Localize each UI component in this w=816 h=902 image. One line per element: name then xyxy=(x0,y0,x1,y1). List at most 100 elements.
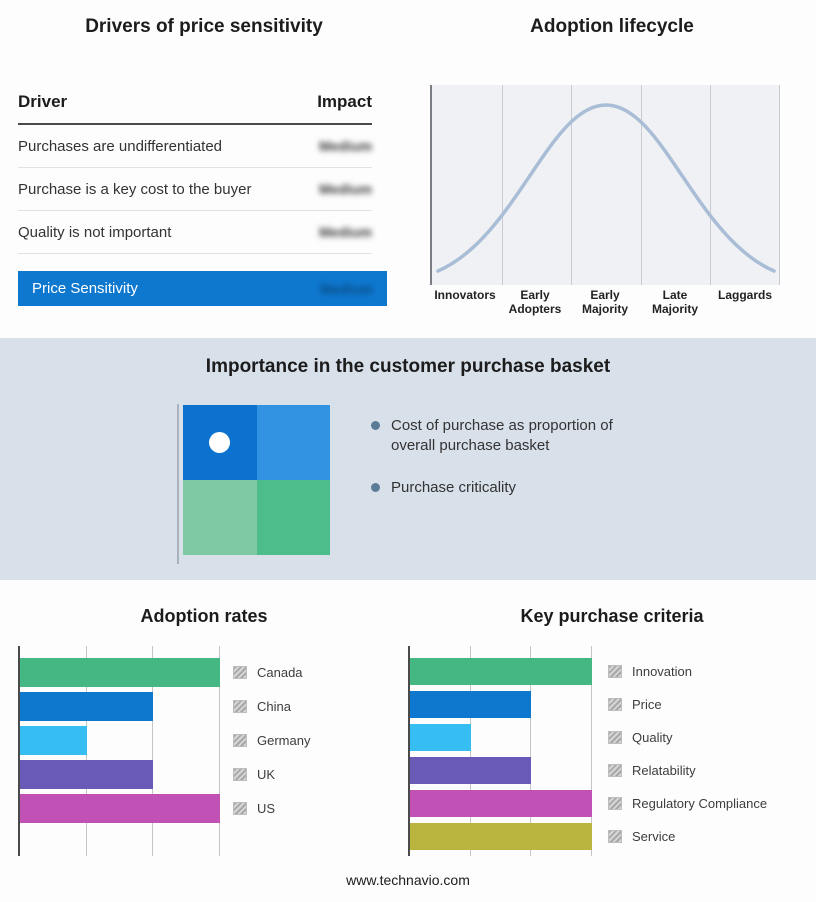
gridline xyxy=(530,646,532,856)
table-row: Purchases are undifferentiated Medium xyxy=(18,125,372,168)
position-dot xyxy=(209,432,231,453)
bar-innovation xyxy=(410,658,592,685)
bottom-section: Adoption rates Key purchase criteria Can… xyxy=(0,580,816,902)
legend-item: China xyxy=(233,689,310,723)
legend-label: Germany xyxy=(257,732,311,748)
driver-cell: Purchase is a key cost to the buyer xyxy=(18,180,252,198)
legend-item: UK xyxy=(233,757,310,791)
purchase-matrix xyxy=(183,405,330,555)
bullet-text: Cost of purchase as proportion of overal… xyxy=(391,417,613,455)
bar-row xyxy=(20,723,220,757)
legend-item: Relatability xyxy=(608,754,767,787)
bar-row xyxy=(20,689,220,723)
bar-plot xyxy=(408,646,592,856)
legend-item: Price xyxy=(608,688,767,721)
chart-legend: Innovation Price Quality Relatability Regula… xyxy=(608,655,767,853)
bar-china xyxy=(20,691,154,721)
column-header-impact: Impact xyxy=(317,92,372,111)
legend-label: US xyxy=(257,800,276,816)
legend-swatch-icon xyxy=(608,830,622,843)
bar-us xyxy=(20,793,220,823)
bar-relatability xyxy=(410,757,532,784)
legend-item: Regulatory Compliance xyxy=(608,787,767,820)
legend-swatch-icon xyxy=(608,797,622,810)
legend-label: Quality xyxy=(632,730,673,745)
bar-row xyxy=(410,820,592,853)
bar-germany xyxy=(20,725,87,755)
table-row: Purchase is a key cost to the buyer Medi… xyxy=(18,168,372,211)
stage-separator xyxy=(640,85,642,285)
footer-url: www.technavio.com xyxy=(346,872,470,888)
stage-separator xyxy=(779,85,780,285)
gridline xyxy=(469,646,471,856)
impact-value-redacted: Medium xyxy=(319,181,372,197)
bullet-list: Cost of purchase as proportion of overal… xyxy=(371,416,649,519)
bar-row xyxy=(410,655,592,688)
bar-quality xyxy=(410,724,471,751)
legend-item: Quality xyxy=(608,721,767,754)
bar-row xyxy=(410,787,592,820)
legend-label: Price xyxy=(632,697,662,712)
gridline xyxy=(152,646,154,856)
bullet-dot-icon xyxy=(371,482,380,492)
bar-row xyxy=(410,754,592,787)
stage-separator xyxy=(501,85,503,285)
legend-item: US xyxy=(233,791,310,825)
legend-label: China xyxy=(257,698,291,714)
drivers-table-header: Driver Impact xyxy=(18,92,372,125)
matrix-cell-top-right xyxy=(256,405,330,480)
price-sensitivity-bar: Price Sensitivity Medium xyxy=(18,271,387,306)
stage-label-early-majority: Early Majority xyxy=(581,288,628,317)
lifecycle-stage-labels: Innovators Early Adopters Early Majority… xyxy=(430,288,780,317)
bullet-item: Purchase criticality xyxy=(371,478,649,498)
legend-swatch-icon xyxy=(233,767,247,781)
adoption-rates-title: Adoption rates xyxy=(140,606,268,626)
impact-value-redacted: Medium xyxy=(319,138,372,154)
driver-cell: Quality is not important xyxy=(18,223,172,241)
legend-swatch-icon xyxy=(608,698,622,711)
bar-row xyxy=(20,791,220,825)
price-sensitivity-value-redacted: Medium xyxy=(320,280,373,297)
impact-value-redacted: Medium xyxy=(319,224,372,240)
adoption-lifecycle-chart xyxy=(430,85,780,285)
driver-cell: Purchases are undifferentiated xyxy=(18,137,223,155)
bar-plot xyxy=(18,646,220,856)
bar-price xyxy=(410,691,532,718)
legend-swatch-icon xyxy=(608,731,622,744)
legend-label: Service xyxy=(632,829,676,844)
bell-curve xyxy=(436,103,776,273)
bar-uk xyxy=(20,759,154,789)
matrix-cell-top-left xyxy=(183,405,257,480)
gridline xyxy=(591,646,592,856)
legend-swatch-icon xyxy=(233,733,247,747)
bullet-text: Purchase criticality xyxy=(391,478,517,496)
legend-label: Regulatory Compliance xyxy=(632,796,768,811)
matrix-cell-bottom-right xyxy=(256,480,330,555)
purchase-basket-section: Importance in the customer purchase bask… xyxy=(0,338,816,580)
stage-separator xyxy=(571,85,573,285)
legend-label: Innovation xyxy=(632,664,692,679)
gridline xyxy=(219,646,220,856)
legend-swatch-icon xyxy=(233,801,247,815)
legend-swatch-icon xyxy=(233,665,247,679)
legend-item: Innovation xyxy=(608,655,767,688)
matrix-cell-bottom-left xyxy=(183,480,257,555)
stage-label-late-majority: Late Majority xyxy=(651,288,698,317)
key-purchase-criteria-chart: Innovation Price Quality Relatability Regula… xyxy=(408,646,816,860)
legend-item: Service xyxy=(608,820,767,853)
legend-item: Canada xyxy=(233,655,310,689)
basket-title: Importance in the customer purchase bask… xyxy=(205,356,611,377)
legend-swatch-icon xyxy=(233,699,247,713)
bar-service xyxy=(410,823,592,850)
legend-label: Canada xyxy=(257,664,303,680)
legend-item: Germany xyxy=(233,723,310,757)
drivers-title: Drivers of price sensitivity xyxy=(85,16,323,37)
legend-swatch-icon xyxy=(608,764,622,777)
bar-row xyxy=(20,655,220,689)
price-sensitivity-label: Price Sensitivity xyxy=(32,280,138,297)
bullet-item: Cost of purchase as proportion of overal… xyxy=(371,416,649,457)
bullet-dot-icon xyxy=(371,421,380,430)
legend-label: UK xyxy=(257,766,276,782)
stage-label-laggards: Laggards xyxy=(717,288,772,302)
legend-label: Relatability xyxy=(632,763,696,778)
